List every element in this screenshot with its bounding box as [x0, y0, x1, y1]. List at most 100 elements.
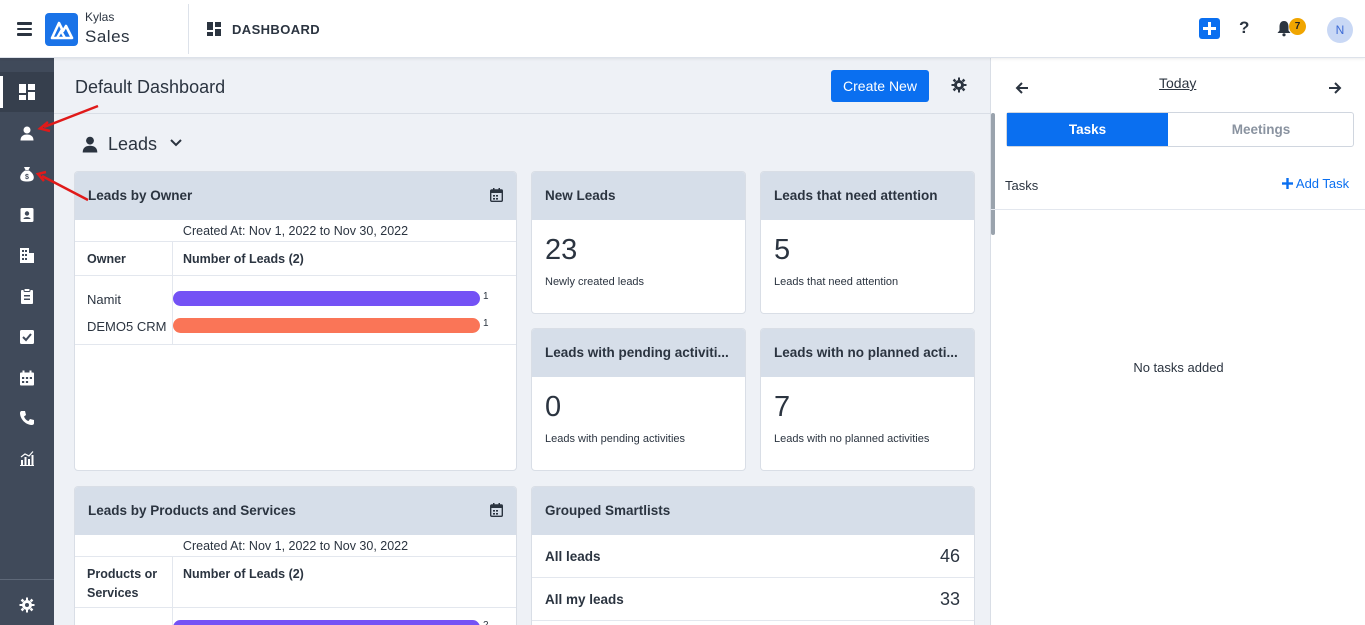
- help-icon[interactable]: ?: [1239, 18, 1250, 37]
- calendar-icon[interactable]: [490, 503, 503, 517]
- create-new-button[interactable]: Create New: [831, 70, 929, 102]
- owner-name: Namit: [87, 292, 121, 307]
- gear-icon: [19, 597, 35, 613]
- entity-selector-label: Leads: [108, 134, 158, 154]
- arrow-right-icon[interactable]: [1328, 81, 1342, 95]
- sidebar-item-dashboard[interactable]: [0, 72, 54, 112]
- user-icon: [82, 136, 98, 153]
- kpi-value: 7: [774, 391, 791, 423]
- sidebar-item-companies[interactable]: [0, 235, 54, 275]
- smartlist-row[interactable]: All my leads 33: [532, 578, 974, 621]
- column-header-products-2: Services: [87, 586, 139, 600]
- sidebar-item-tasks[interactable]: [0, 317, 54, 357]
- kylas-logo[interactable]: [45, 13, 78, 46]
- tasks-meetings-toggle: Tasks Meetings: [1006, 112, 1354, 147]
- calendar-icon: [20, 370, 34, 386]
- arrow-left-icon[interactable]: [1015, 81, 1029, 95]
- phone-icon: [20, 411, 34, 425]
- brand-main-label: Sales: [85, 27, 131, 46]
- dashboard-icon: [207, 22, 221, 36]
- calendar-icon[interactable]: [490, 188, 503, 202]
- smartlist-label: All leads: [545, 549, 601, 564]
- column-divider: [172, 557, 173, 625]
- sidebar-item-leads[interactable]: [0, 113, 54, 153]
- hamburger-menu-icon[interactable]: [17, 22, 32, 36]
- smartlist-row[interactable]: All leads 46: [532, 535, 974, 578]
- user-icon: [20, 126, 34, 141]
- section-title: DASHBOARD: [232, 22, 321, 37]
- bar[interactable]: [173, 620, 480, 625]
- sidebar-item-deals[interactable]: $: [0, 154, 54, 194]
- column-header-owner: Owner: [87, 252, 126, 266]
- bar[interactable]: [173, 291, 480, 306]
- clipboard-icon: [21, 288, 33, 304]
- card-title: Leads by Products and Services: [75, 487, 516, 535]
- kpi-value: 5: [774, 234, 791, 266]
- column-divider: [172, 242, 173, 345]
- column-header-count: Number of Leads (2): [183, 252, 304, 266]
- card-title-text: Leads by Owner: [88, 188, 193, 203]
- main-content: Default Dashboard Create New Leads Leads…: [54, 58, 990, 625]
- sidebar-divider: [0, 579, 54, 580]
- plus-icon: [1282, 178, 1293, 189]
- grouped-smartlists-card: Grouped Smartlists All leads 46 All my l…: [531, 486, 975, 625]
- created-at-note: Created At: Nov 1, 2022 to Nov 30, 2022: [182, 539, 409, 553]
- today-link[interactable]: Today: [1159, 75, 1197, 91]
- scrollbar[interactable]: [991, 113, 995, 235]
- bar-value: 2: [483, 620, 489, 625]
- bar-value: 1: [483, 291, 489, 302]
- card-title: Grouped Smartlists: [532, 487, 974, 535]
- empty-state: No tasks added: [1133, 360, 1224, 375]
- kpi-card-pending-activities[interactable]: Leads with pending activiti... 0 Leads w…: [531, 328, 746, 471]
- top-bar: Kylas Sales DASHBOARD ? 7 N: [0, 0, 1365, 58]
- kpi-card-no-planned-activities[interactable]: Leads with no planned acti... 7 Leads wi…: [760, 328, 975, 471]
- bell-icon[interactable]: [1275, 19, 1293, 37]
- card-title: New Leads: [532, 172, 745, 220]
- table-row[interactable]: Namit 1: [75, 285, 515, 312]
- column-header-products: Products or: [87, 567, 158, 581]
- products-table: Products or Services Number of Leads (2)…: [75, 556, 516, 625]
- add-task-button[interactable]: Add Task: [1282, 176, 1349, 191]
- smartlist-label: All my leads: [545, 592, 624, 607]
- leads-by-owner-card: Leads by Owner Created At: Nov 1, 2022 t…: [74, 171, 517, 471]
- bar[interactable]: [173, 318, 480, 333]
- sidebar-item-reports[interactable]: [0, 438, 54, 478]
- kpi-card-new-leads[interactable]: New Leads 23 Newly created leads: [531, 171, 746, 314]
- gear-icon[interactable]: [951, 77, 967, 93]
- table-header: Owner Number of Leads (2): [75, 242, 516, 276]
- sidebar-item-clipboard[interactable]: [0, 276, 54, 316]
- checkbox-icon: [20, 330, 34, 344]
- contact-card-icon: [20, 208, 34, 222]
- avatar[interactable]: N: [1327, 17, 1353, 43]
- bar-value: 1: [483, 318, 489, 329]
- building-icon: [20, 248, 34, 263]
- card-title-text: Leads by Products and Services: [88, 503, 296, 518]
- notification-badge[interactable]: 7: [1289, 18, 1306, 35]
- kpi-card-need-attention[interactable]: Leads that need attention 5 Leads that n…: [760, 171, 975, 314]
- created-at-note: Created At: Nov 1, 2022 to Nov 30, 2022: [182, 224, 409, 238]
- sidebar-item-calls[interactable]: [0, 398, 54, 438]
- card-title: Leads with pending activiti...: [532, 329, 745, 377]
- tab-meetings[interactable]: Meetings: [1231, 122, 1291, 137]
- divider: [188, 4, 189, 54]
- kpi-value: 0: [545, 391, 562, 423]
- card-title: Leads that need attention: [761, 172, 974, 220]
- smartlist-count: 33: [939, 589, 960, 609]
- svg-text:$: $: [25, 174, 29, 181]
- dashboard-header: Default Dashboard Create New: [54, 58, 990, 114]
- table-row[interactable]: DEMO5 CRM 1: [75, 312, 515, 339]
- sidebar: $: [0, 58, 54, 625]
- card-title: Leads with no planned acti...: [761, 329, 974, 377]
- sidebar-item-meetings[interactable]: [0, 358, 54, 398]
- smartlist-count: 46: [939, 546, 960, 566]
- page-title: Default Dashboard: [75, 77, 226, 97]
- tab-tasks[interactable]: Tasks: [1007, 113, 1168, 146]
- quick-add-button[interactable]: [1199, 18, 1220, 39]
- owner-name: DEMO5 CRM: [87, 319, 167, 334]
- money-bag-icon: $: [20, 167, 34, 182]
- card-title: Leads by Owner: [75, 172, 516, 220]
- sidebar-item-contacts[interactable]: [0, 195, 54, 235]
- kpi-subtitle: Leads with pending activities: [545, 433, 686, 445]
- sidebar-item-settings[interactable]: [0, 585, 54, 625]
- divider: [991, 209, 1365, 210]
